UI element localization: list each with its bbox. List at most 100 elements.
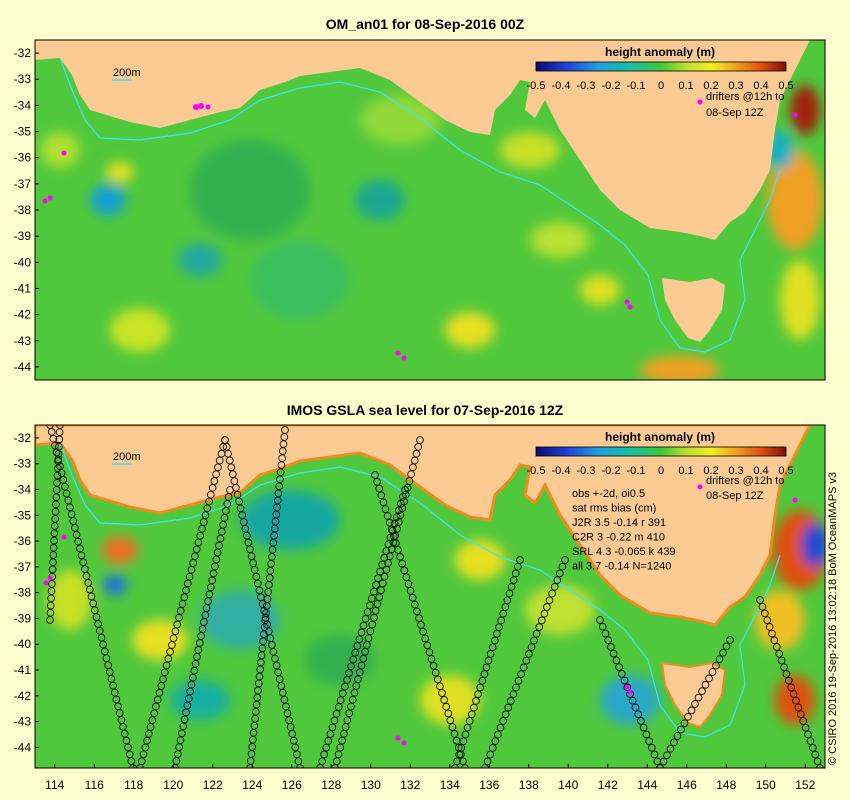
- track-ring: [694, 693, 703, 702]
- track-ring: [548, 589, 556, 598]
- track-ring: [488, 643, 497, 652]
- track-ring: [183, 701, 192, 710]
- track-ring: [396, 511, 405, 520]
- track-ring: [784, 676, 793, 685]
- track-ring: [377, 491, 386, 500]
- colorbar-tick-label: -0.3: [577, 80, 596, 92]
- track-ring: [412, 449, 421, 458]
- track-ring: [66, 503, 74, 512]
- track-ring: [799, 717, 808, 725]
- track-ring: [604, 636, 613, 645]
- track-ring: [777, 656, 786, 665]
- track-ring: [792, 696, 800, 705]
- track-ring: [501, 710, 510, 719]
- track-ring: [484, 656, 493, 665]
- track-ring: [760, 609, 769, 618]
- track-ring: [191, 659, 200, 668]
- track-ring: [712, 661, 720, 670]
- lon-tick-label: 128: [321, 778, 341, 792]
- drifter-legend-marker-top: [697, 99, 703, 105]
- drifter-points-bottom: [43, 497, 798, 746]
- scale-label-top: 200m: [113, 67, 141, 79]
- track-ring: [374, 574, 382, 582]
- track-ring: [205, 590, 214, 599]
- track-ring: [187, 680, 196, 689]
- track-ring: [124, 743, 132, 752]
- track-ring: [782, 670, 791, 678]
- track-ring: [726, 636, 734, 644]
- track-ring: [334, 703, 343, 711]
- track-ring: [219, 520, 227, 529]
- track-ring: [768, 629, 776, 638]
- track-ring: [532, 629, 541, 638]
- track-ring: [373, 477, 381, 486]
- track-ring: [596, 616, 604, 624]
- track-ring: [801, 723, 810, 732]
- track-ring: [347, 662, 355, 671]
- track-ring: [104, 661, 112, 669]
- track-ring: [416, 436, 424, 444]
- track-ring: [480, 670, 489, 678]
- track-ring: [637, 717, 645, 725]
- lat-tick-label: -39: [14, 611, 32, 625]
- track-ring: [415, 614, 423, 622]
- track-ring: [612, 656, 621, 665]
- colorbar-tick-label: -0.2: [602, 465, 621, 477]
- anomaly-blobs: [40, 85, 823, 380]
- colorbar-tick-label: 0.3: [728, 80, 743, 92]
- track-ring: [472, 697, 480, 705]
- track-ring: [397, 499, 405, 508]
- track-ring: [57, 469, 66, 477]
- track-ring: [380, 553, 389, 562]
- track-ring: [55, 442, 63, 451]
- track-ring: [442, 702, 451, 711]
- lat-axis-top: -32 -33 -34 -35 -36 -37 -38 -39 -40 -41 -42 -43 -44: [14, 46, 39, 374]
- track-ring: [488, 744, 497, 752]
- track-ring: [427, 655, 436, 663]
- track-ring: [406, 586, 415, 595]
- track-ring: [417, 621, 425, 629]
- track-ring: [478, 676, 487, 685]
- altimetry-stats: obs +-2d, oi0.5 sat rms bias (cm) J2R 3.5 …: [572, 488, 676, 573]
- track-ring: [343, 716, 352, 725]
- track-ring: [326, 730, 335, 738]
- track-ring: [474, 690, 482, 699]
- lat-tick-label: -35: [14, 125, 32, 139]
- track-ring: [514, 676, 523, 685]
- track-ring: [87, 592, 96, 601]
- track-ring: [631, 703, 640, 712]
- track-ring: [107, 674, 116, 683]
- track-ring: [691, 700, 699, 708]
- track-ring: [169, 634, 178, 643]
- track-ring: [320, 750, 328, 759]
- track-ring: [421, 634, 430, 643]
- drifter-legend-line2-bottom: 08-Sep 12Z: [706, 490, 764, 502]
- track-ring: [763, 616, 772, 625]
- track-ring: [85, 585, 94, 594]
- track-ring: [363, 608, 372, 616]
- drifter-legend-line2-top: 08-Sep 12Z: [706, 107, 764, 119]
- track-ring: [617, 669, 626, 678]
- track-ring: [322, 743, 331, 752]
- track-ring: [354, 675, 362, 684]
- colorbar-scale-bottom: [535, 446, 787, 457]
- track-ring: [99, 640, 107, 649]
- track-ring: [345, 669, 353, 677]
- anomaly-blobs-bottom: [48, 490, 825, 725]
- lon-tick-label: 140: [558, 778, 578, 792]
- lon-tick-label: 136: [479, 778, 499, 792]
- australia-land-bottom: [35, 425, 812, 627]
- lat-tick-label: -41: [14, 663, 32, 677]
- stats-line: obs +-2d, oi0.5: [572, 488, 645, 500]
- track-ring: [503, 596, 512, 605]
- track-ring: [530, 636, 538, 645]
- track-ring: [372, 581, 380, 589]
- track-ring: [438, 689, 446, 697]
- colorbar-tick-label: -0.5: [527, 80, 546, 92]
- lat-tick-label: -34: [14, 482, 32, 496]
- track-ring: [343, 676, 351, 684]
- track-ring: [722, 642, 731, 651]
- lon-tick-label: 122: [203, 778, 223, 792]
- lat-tick-label: -35: [14, 508, 32, 522]
- track-ring: [780, 663, 788, 672]
